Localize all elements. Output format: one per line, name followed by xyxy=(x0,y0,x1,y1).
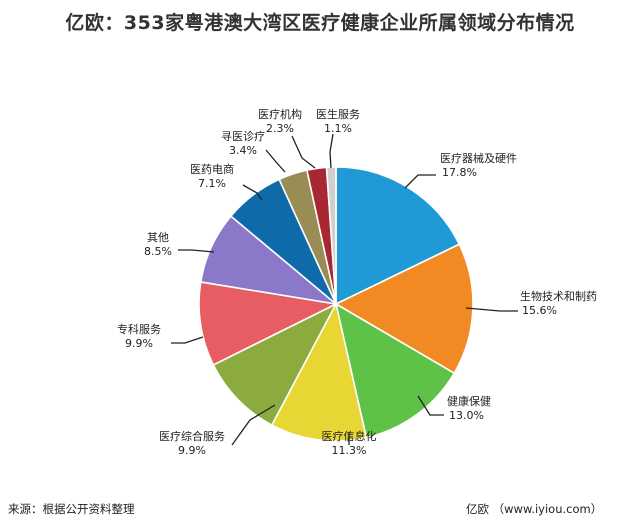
slice-name-label-10: 医疗机构 xyxy=(258,107,302,121)
slice-name-label-7: 其他 xyxy=(147,231,169,244)
leader-line-10 xyxy=(291,135,316,169)
pie-slice-3 xyxy=(334,302,456,439)
slice-name-label-3: 健康保健 xyxy=(447,394,491,408)
slice-value-label-1: 17.8% xyxy=(442,166,477,179)
slice-name-label-11: 医生服务 xyxy=(316,107,360,121)
slice-value-label-11: 1.1% xyxy=(324,122,352,135)
slice-name-label-6: 专科服务 xyxy=(117,322,161,336)
leader-line-6 xyxy=(171,336,204,344)
slice-value-label-3: 13.0% xyxy=(449,409,484,422)
pie-slice-2 xyxy=(334,243,474,375)
slice-value-label-2: 15.6% xyxy=(522,304,557,317)
pie-slice-5 xyxy=(212,302,338,427)
slice-value-label-8: 7.1% xyxy=(198,177,226,190)
pie-slice-1 xyxy=(335,166,461,306)
leader-line-7 xyxy=(178,249,215,253)
leader-line-8 xyxy=(242,184,263,201)
leader-line-1 xyxy=(404,174,436,189)
brand-note: 亿欧 （www.iyiou.com） xyxy=(466,502,603,516)
pie-slices xyxy=(198,166,474,442)
slice-name-label-5: 医疗综合服务 xyxy=(159,429,225,443)
slice-value-label-4: 11.3% xyxy=(332,444,367,457)
leader-line-5 xyxy=(231,404,276,446)
chart-title: 亿欧：353家粤港澳大湾区医疗健康企业所属领域分布情况 xyxy=(65,12,575,34)
source-note: 来源：根据公开资料整理 xyxy=(8,502,135,516)
leader-line-9 xyxy=(265,149,286,173)
slice-name-label-1: 医疗器械及硬件 xyxy=(440,151,517,165)
slice-value-label-6: 9.9% xyxy=(125,337,153,350)
pie-slice-4 xyxy=(270,301,368,442)
pie-slice-6 xyxy=(198,280,339,366)
slice-name-label-9: 寻医诊疗 xyxy=(221,129,265,143)
slice-value-label-9: 3.4% xyxy=(229,144,257,157)
slice-value-label-10: 2.3% xyxy=(266,122,294,135)
leader-lines xyxy=(171,133,518,446)
leader-line-3 xyxy=(417,395,444,416)
slice-name-label-4: 医疗信息化 xyxy=(322,429,377,443)
slice-value-label-5: 9.9% xyxy=(178,444,206,457)
leader-line-2 xyxy=(465,307,518,312)
slice-value-label-7: 8.5% xyxy=(144,245,172,258)
leader-line-11 xyxy=(329,133,334,169)
slice-name-label-8: 医药电商 xyxy=(190,162,234,176)
slice-name-label-2: 生物技术和制药 xyxy=(520,289,597,303)
